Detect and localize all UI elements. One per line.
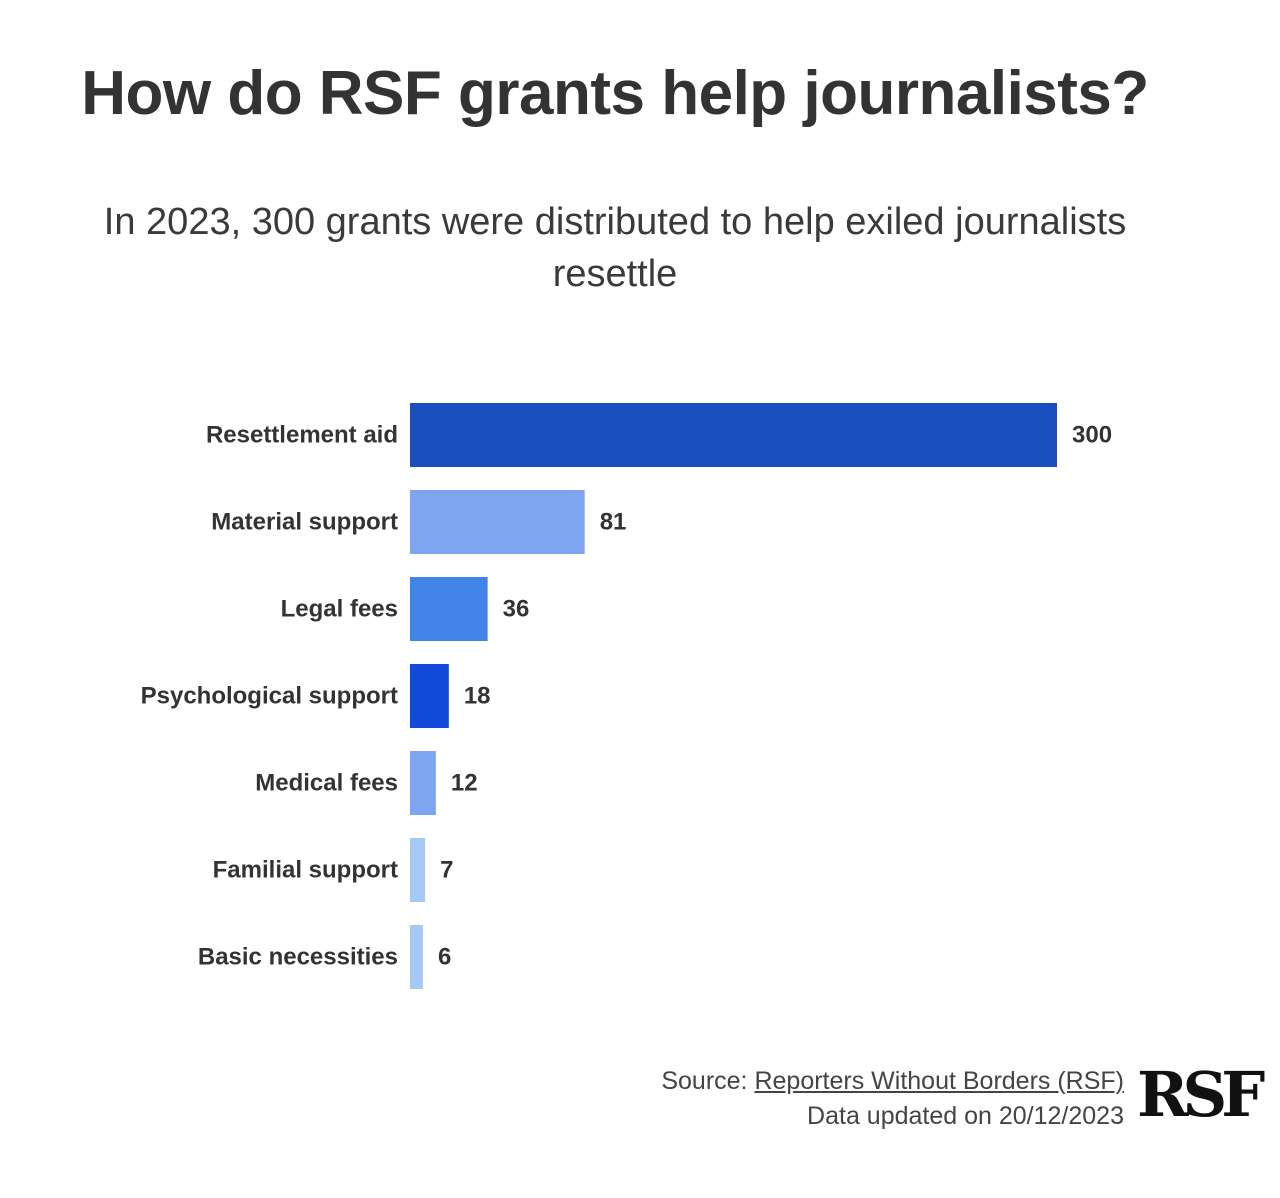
value-label: 81 [600,509,627,536]
category-label: Familial support [213,857,398,884]
category-label: Psychological support [141,683,398,710]
bar-chart: Resettlement aid 300 Material support 81 Leg… [141,403,1112,989]
bar-legal-fees [410,577,488,641]
category-label: Resettlement aid [206,422,398,449]
value-label: 12 [451,770,478,797]
value-label: 7 [440,857,453,884]
data-updated-note: Data updated on 20/12/2023 [807,1102,1124,1130]
value-label: 6 [438,944,451,971]
category-label: Medical fees [255,770,398,797]
bar-medical-fees [410,751,436,815]
value-label: 300 [1072,422,1112,449]
chart-title: How do RSF grants help journalists? [81,59,1149,128]
source-line: Source: Reporters Without Borders (RSF) [661,1064,1124,1099]
bar-psychological-support [410,664,449,728]
chart-footer: Source: Reporters Without Borders (RSF) … [661,1064,1124,1134]
value-label: 36 [503,596,530,623]
bar-resettlement-aid [410,403,1057,467]
rsf-logo: RSF [1137,1058,1265,1131]
source-prefix: Source: [661,1067,755,1095]
category-label: Basic necessities [198,944,398,971]
category-label: Material support [211,509,398,536]
value-label: 18 [464,683,491,710]
source-link[interactable]: Reporters Without Borders (RSF) [754,1067,1124,1095]
bar-basic-necessities [410,925,423,989]
chart-subtitle: In 2023, 300 grants were distributed to … [103,201,1127,295]
category-label: Legal fees [281,596,398,623]
bar-material-support [410,490,585,554]
bar-familial-support [410,838,426,902]
